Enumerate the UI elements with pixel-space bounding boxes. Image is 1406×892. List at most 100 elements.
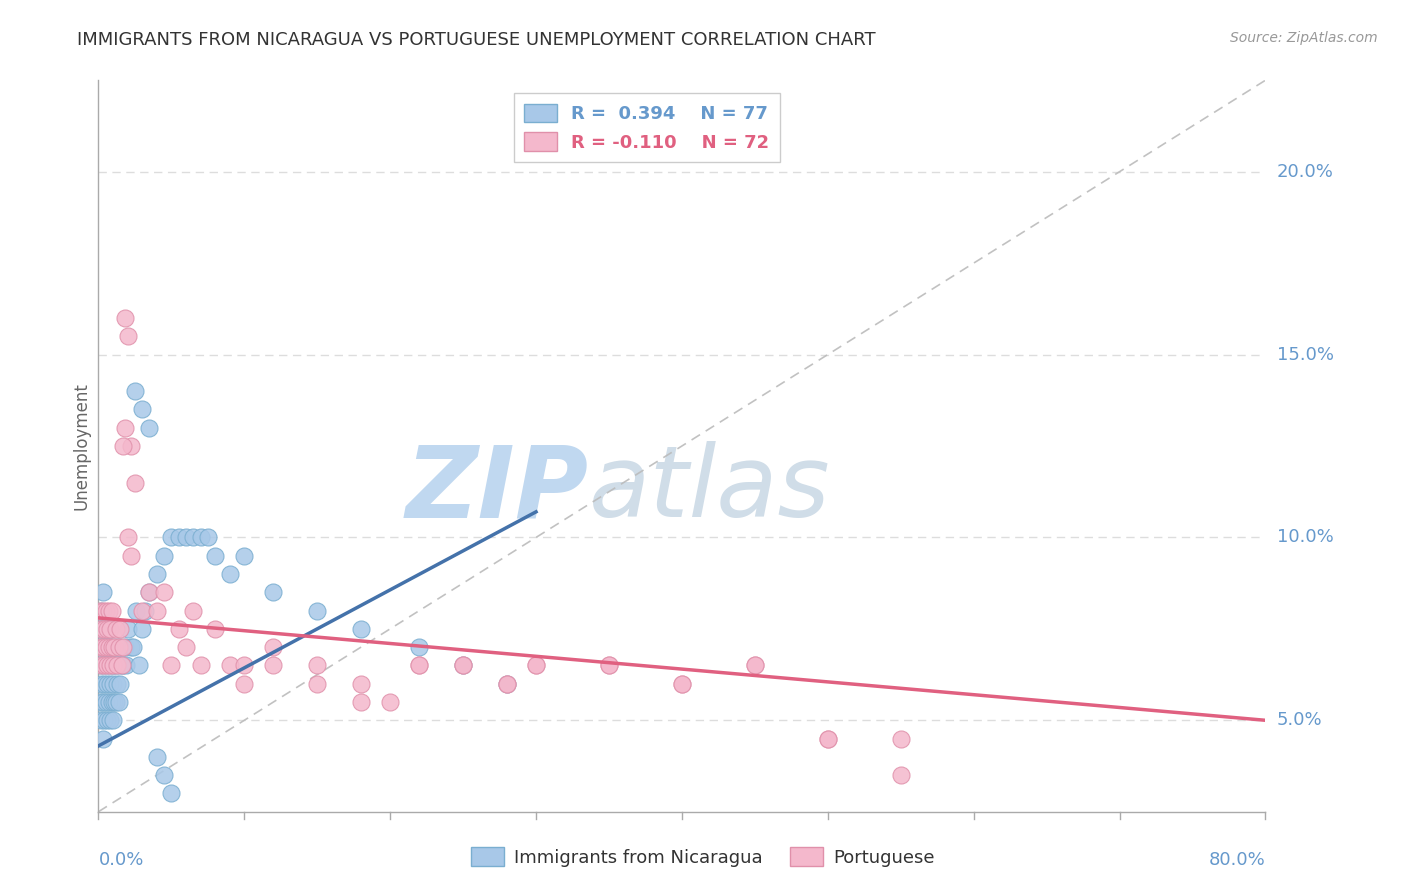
Point	[218, 658, 240, 673]
Text: Source: ZipAtlas.com: Source: ZipAtlas.com	[1230, 31, 1378, 45]
Point	[89, 695, 111, 709]
Point	[120, 439, 142, 453]
Point	[111, 658, 134, 673]
Point	[100, 603, 122, 617]
Point	[138, 421, 160, 435]
Text: IMMIGRANTS FROM NICARAGUA VS PORTUGUESE UNEMPLOYMENT CORRELATION CHART: IMMIGRANTS FROM NICARAGUA VS PORTUGUESE …	[77, 31, 876, 49]
Y-axis label: Unemployment: Unemployment	[72, 382, 90, 510]
Point	[104, 622, 127, 636]
Point	[91, 658, 114, 673]
Point	[380, 695, 402, 709]
Point	[524, 658, 547, 673]
Point	[190, 530, 212, 544]
Point	[94, 603, 117, 617]
Point	[96, 658, 118, 673]
Point	[97, 640, 120, 655]
Point	[197, 530, 219, 544]
Point	[160, 658, 183, 673]
Point	[408, 640, 430, 655]
Point	[97, 622, 120, 636]
Point	[262, 585, 284, 599]
Point	[671, 676, 693, 690]
Point	[96, 640, 118, 655]
Point	[96, 714, 118, 728]
Point	[91, 622, 114, 636]
Point	[108, 640, 131, 655]
Point	[100, 695, 122, 709]
Point	[93, 622, 115, 636]
Point	[90, 658, 112, 673]
Point	[598, 658, 620, 673]
Point	[89, 640, 111, 655]
Point	[307, 658, 329, 673]
Point	[94, 658, 117, 673]
Point	[120, 549, 142, 563]
Point	[146, 603, 169, 617]
Point	[103, 658, 125, 673]
Point	[138, 585, 160, 599]
Point	[146, 567, 169, 582]
Point	[890, 731, 912, 746]
Point	[181, 530, 204, 544]
Point	[125, 603, 148, 617]
Point	[111, 658, 134, 673]
Point	[204, 549, 226, 563]
Point	[451, 658, 474, 673]
Text: 80.0%: 80.0%	[1209, 851, 1265, 869]
Text: 5.0%: 5.0%	[1277, 711, 1322, 730]
Point	[146, 749, 169, 764]
Point	[408, 658, 430, 673]
Text: 0.0%: 0.0%	[98, 851, 143, 869]
Point	[451, 658, 474, 673]
Point	[90, 714, 112, 728]
Point	[744, 658, 766, 673]
Point	[496, 676, 519, 690]
Point	[350, 695, 373, 709]
Point	[112, 640, 135, 655]
Text: ZIP: ZIP	[405, 442, 589, 539]
Point	[110, 676, 132, 690]
Point	[103, 695, 125, 709]
Point	[153, 585, 176, 599]
Point	[131, 603, 153, 617]
Point	[120, 640, 142, 655]
Point	[105, 676, 128, 690]
Point	[128, 658, 150, 673]
Point	[117, 530, 139, 544]
Point	[134, 603, 156, 617]
Point	[160, 787, 183, 801]
Point	[105, 640, 128, 655]
Point	[89, 622, 111, 636]
Point	[153, 549, 176, 563]
Point	[115, 658, 138, 673]
Text: 15.0%: 15.0%	[1277, 345, 1333, 364]
Point	[408, 658, 430, 673]
Point	[103, 640, 125, 655]
Point	[108, 658, 131, 673]
Point	[91, 695, 114, 709]
Point	[104, 695, 127, 709]
Point	[233, 549, 256, 563]
Text: atlas: atlas	[589, 442, 830, 539]
Point	[96, 676, 118, 690]
Point	[350, 676, 373, 690]
Point	[112, 439, 135, 453]
Point	[117, 622, 139, 636]
Text: 20.0%: 20.0%	[1277, 162, 1333, 181]
Point	[91, 731, 114, 746]
Point	[94, 640, 117, 655]
Point	[94, 695, 117, 709]
Point	[105, 658, 128, 673]
Point	[174, 530, 197, 544]
Point	[89, 658, 111, 673]
Point	[98, 714, 121, 728]
Point	[817, 731, 839, 746]
Point	[90, 640, 112, 655]
Point	[153, 768, 176, 782]
Point	[181, 603, 204, 617]
Point	[307, 603, 329, 617]
Point	[307, 676, 329, 690]
Point	[100, 658, 122, 673]
Point	[98, 622, 121, 636]
Point	[114, 640, 136, 655]
